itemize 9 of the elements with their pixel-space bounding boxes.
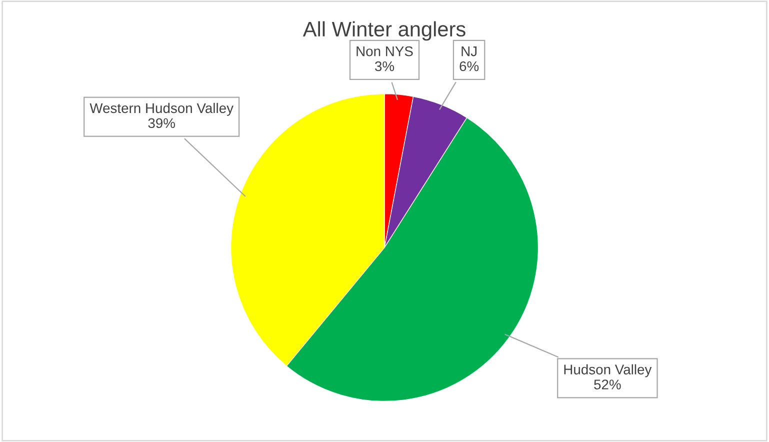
- data-label: 6%: [460, 61, 479, 72]
- data-label: 52%: [594, 380, 621, 390]
- data-label: 3%: [374, 61, 394, 72]
- slice-label: Western Hudson Valley: [90, 102, 234, 116]
- slice-label: Non NYS: [356, 46, 413, 56]
- chart-title: All Winter anglers: [302, 21, 466, 41]
- data-label: 39%: [148, 118, 175, 128]
- slice-label: Hudson Valley: [564, 364, 652, 378]
- slice-label: NJ: [462, 46, 477, 56]
